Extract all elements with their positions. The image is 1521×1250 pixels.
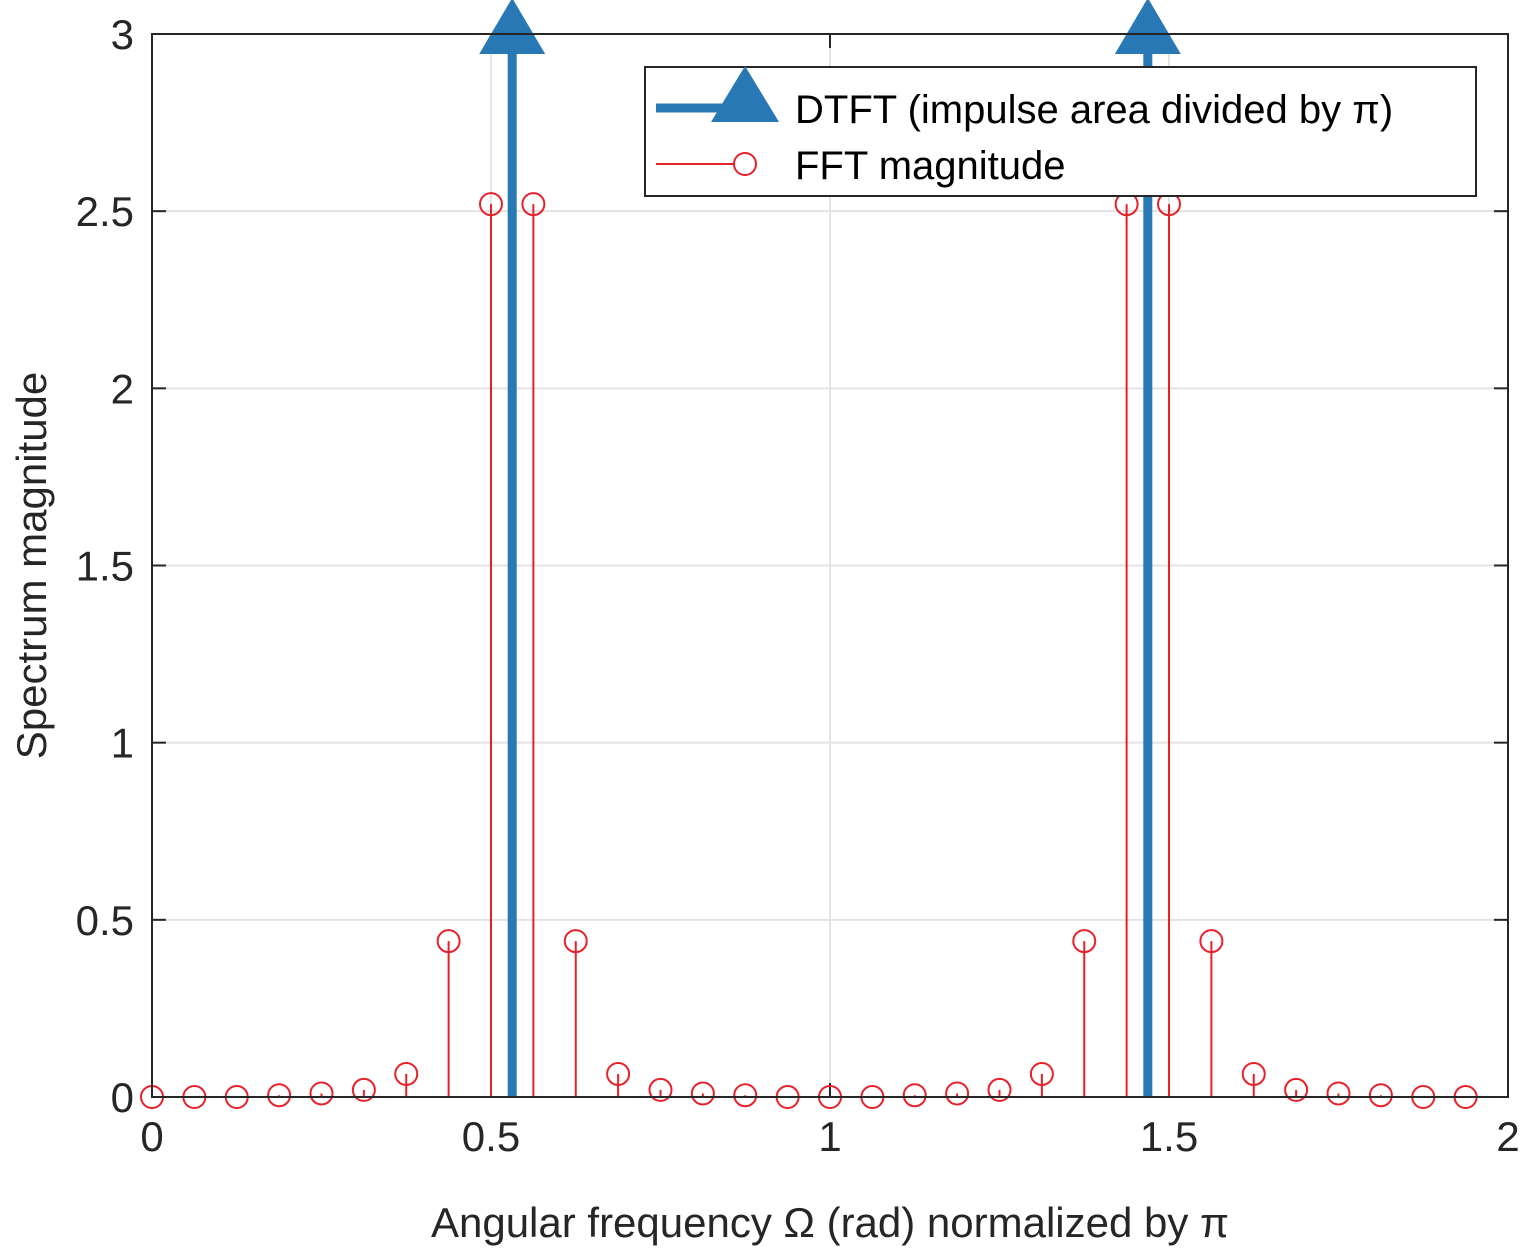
fft-marker xyxy=(1029,1061,1054,1086)
fft-marker xyxy=(309,1081,334,1106)
legend-dtft-triangle-marker xyxy=(711,66,779,122)
fft-marker xyxy=(1326,1081,1351,1106)
legend-dtft-label: DTFT (impulse area divided by π) xyxy=(795,88,1393,132)
fft-marker xyxy=(479,192,503,217)
x-tick-label: 1.5 xyxy=(1140,1113,1198,1160)
fft-series xyxy=(140,192,1478,1109)
x-tick-label: 0.5 xyxy=(462,1113,520,1160)
y-axis-label: Spectrum magnitude xyxy=(8,372,55,760)
y-tick-label: 1.5 xyxy=(76,543,134,590)
fft-marker xyxy=(436,929,461,954)
fft-marker xyxy=(1368,1083,1393,1108)
fft-marker xyxy=(733,1083,758,1108)
fft-marker xyxy=(267,1083,292,1108)
fft-marker xyxy=(1072,929,1097,954)
fft-marker xyxy=(690,1081,715,1106)
y-tick-label: 2 xyxy=(111,365,134,412)
legend-box xyxy=(644,66,1477,197)
dtft-arrow-head xyxy=(479,0,546,54)
fft-marker xyxy=(563,929,588,954)
fft-marker xyxy=(351,1077,376,1102)
dtft-series xyxy=(479,0,1181,1097)
fft-marker xyxy=(394,1061,419,1086)
tick-labels: 0 0.5 1 1.5 2 0 0.5 1 1.5 2 2.5 3 xyxy=(76,11,1520,1160)
fft-marker xyxy=(1284,1077,1309,1102)
plot-frame xyxy=(151,33,1509,1098)
x-tick-label: 0 xyxy=(140,1113,163,1160)
legend-fft-label: FFT magnitude xyxy=(795,144,1066,188)
y-tick-label: 0.5 xyxy=(76,897,134,944)
fft-marker xyxy=(987,1077,1012,1102)
dtft-arrow-head xyxy=(1114,0,1181,54)
x-tick-label: 1 xyxy=(818,1113,841,1160)
fft-marker xyxy=(521,192,546,217)
y-tick-label: 1 xyxy=(111,720,134,767)
fft-marker xyxy=(1241,1061,1266,1086)
y-tick-label: 0 xyxy=(111,1074,134,1121)
fft-marker xyxy=(902,1083,927,1108)
fft-marker xyxy=(1199,929,1224,954)
fft-marker xyxy=(606,1061,631,1086)
x-tick-label: 2 xyxy=(1496,1113,1519,1160)
y-tick-label: 2.5 xyxy=(76,188,134,235)
legend: DTFT (impulse area divided by π) FFT mag… xyxy=(644,66,1477,197)
x-axis-label: Angular frequency Ω (rad) normalized by … xyxy=(431,1199,1229,1246)
fft-marker xyxy=(945,1081,970,1106)
fft-marker xyxy=(648,1077,673,1102)
legend-fft-circle-marker xyxy=(733,152,757,176)
y-tick-label: 3 xyxy=(111,11,134,58)
